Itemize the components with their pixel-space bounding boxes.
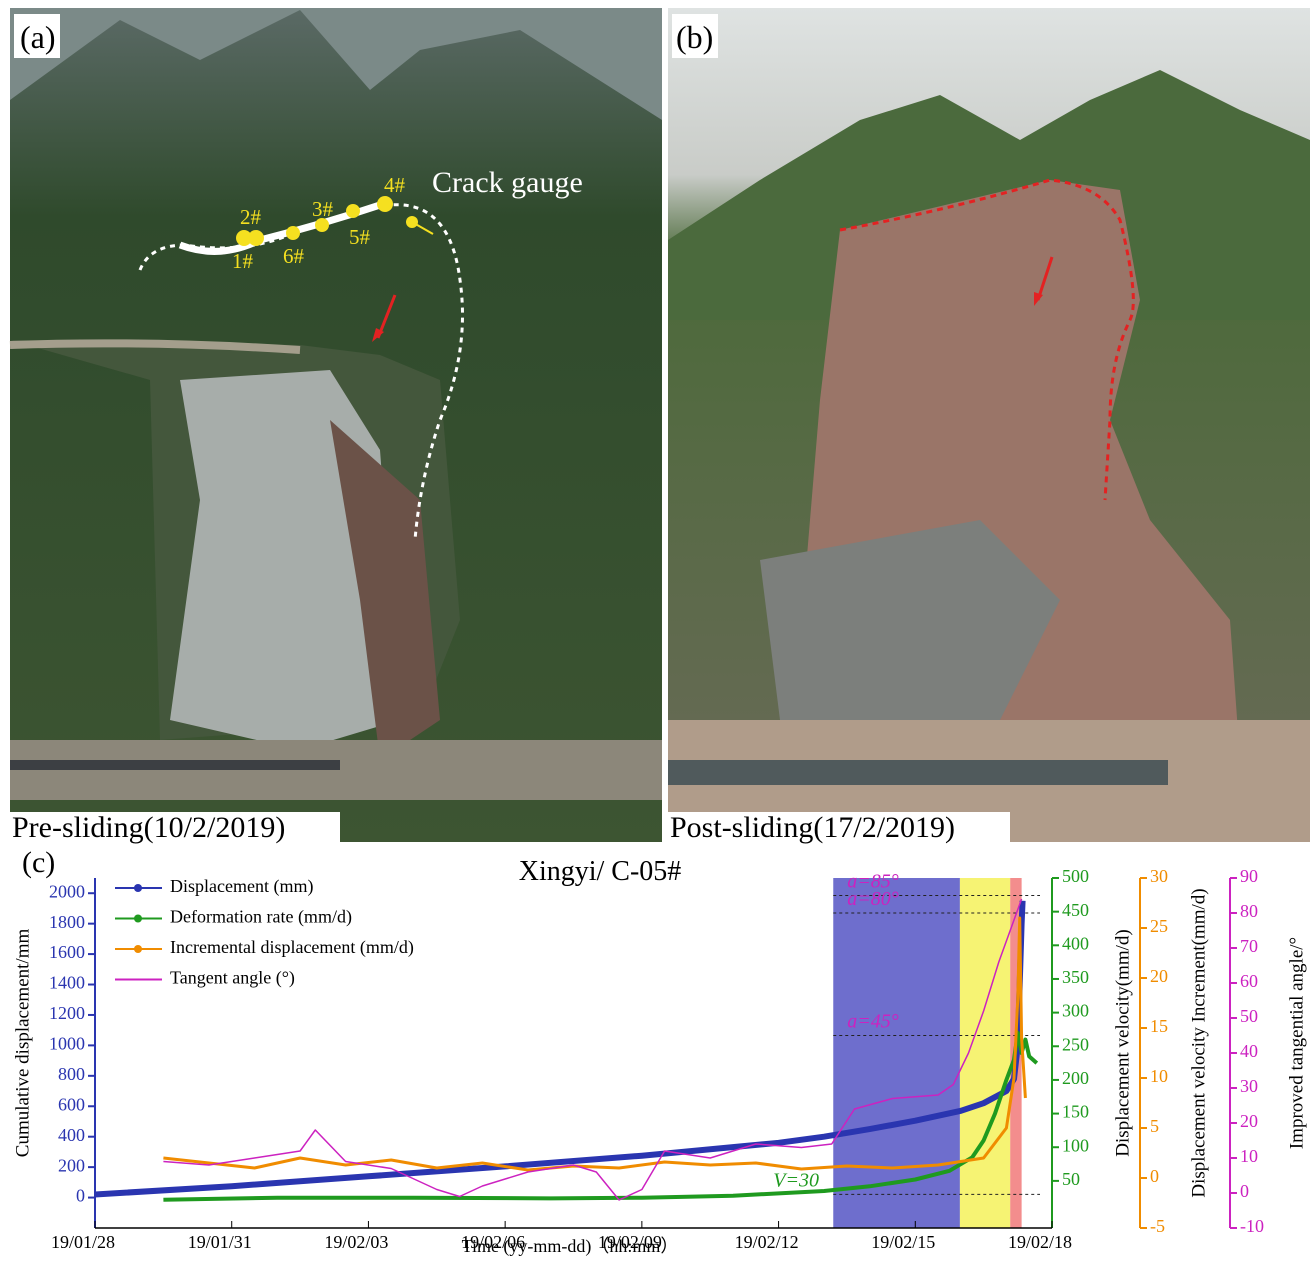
gauge-label: 6#: [283, 244, 305, 268]
highlight-region: [960, 878, 1010, 1228]
y-tick-label: -5: [1150, 1216, 1165, 1236]
y-tick-label: 1000: [49, 1034, 85, 1054]
y-tick-label: 200: [58, 1155, 85, 1175]
y-tick-label: 800: [58, 1064, 85, 1084]
legend-marker: [134, 945, 142, 953]
panel-label: (c): [22, 846, 55, 879]
y-tick-label: 600: [58, 1094, 85, 1114]
chart-title: Xingyi/ C-05#: [519, 856, 682, 887]
y-tick-label: 100: [1062, 1135, 1089, 1155]
x-tick-label: 19/02/12: [735, 1232, 799, 1252]
x-tick-label: 19/02/15: [871, 1232, 935, 1252]
y-tick-label: 2000: [49, 881, 85, 901]
reference-label: a=80°: [847, 888, 899, 910]
axis-title: Displacement velocity(mm/d): [1112, 929, 1133, 1156]
x-tick-label: 19/01/28: [51, 1232, 115, 1252]
legend-label: Tangent angle (°): [170, 968, 295, 989]
y-tick-label: 30: [1240, 1076, 1258, 1096]
y-tick-label: 0: [1150, 1166, 1159, 1186]
gauge-label: 1#: [232, 249, 254, 273]
y-tick-label: 250: [1062, 1034, 1089, 1054]
x-tick-label: 19/02/18: [1008, 1232, 1072, 1252]
y-tick-label: 1400: [49, 973, 85, 993]
y-tick-label: 0: [1240, 1181, 1249, 1201]
y-tick-label: 1200: [49, 1003, 85, 1023]
y-tick-label: 500: [1062, 866, 1089, 886]
y-tick-label: 50: [1062, 1169, 1080, 1189]
y-tick-label: 5: [1150, 1116, 1159, 1136]
y-tick-label: 60: [1240, 971, 1258, 991]
legend-label: Displacement (mm): [170, 876, 313, 897]
photo-b: [668, 8, 1310, 842]
y-tick-label: 10: [1240, 1146, 1258, 1166]
y-tick-label: -10: [1240, 1216, 1264, 1236]
y-tick-label: 400: [1062, 933, 1089, 953]
reference-label: V=30: [773, 1169, 819, 1191]
y-tick-label: 30: [1150, 866, 1168, 886]
y-tick-label: 25: [1150, 916, 1168, 936]
y-tick-label: 200: [1062, 1068, 1089, 1088]
y-tick-label: 20: [1150, 966, 1168, 986]
y-tick-label: 1800: [49, 912, 85, 932]
chart: 0200400600800100012001400160018002000Cum…: [12, 866, 1307, 1252]
y-tick-label: 0: [76, 1186, 85, 1206]
x-tick-label: 19/01/31: [188, 1232, 252, 1252]
axis-title: Displacement velocity Increment(mm/d): [1188, 888, 1209, 1197]
axis-title: Improved tangential angle/°: [1286, 937, 1307, 1149]
legend-label: Deformation rate (mm/d): [170, 907, 352, 928]
y-tick-label: 1600: [49, 942, 85, 962]
legend-marker: [134, 884, 142, 892]
gauge-label: 2#: [240, 205, 262, 229]
x-tick-label: 19/02/09: [598, 1232, 662, 1252]
gauge-label: 4#: [384, 173, 406, 197]
y-tick-label: 15: [1150, 1016, 1168, 1036]
y-tick-label: 20: [1240, 1111, 1258, 1131]
x-tick-label: 19/02/06: [461, 1232, 525, 1252]
legend-label: Incremental displacement (mm/d): [170, 937, 414, 958]
gauge-label: 3#: [312, 197, 334, 221]
caption: Pre-sliding(10/2/2019): [12, 811, 285, 844]
y-tick-label: 40: [1240, 1041, 1258, 1061]
y-tick-label: 350: [1062, 967, 1089, 987]
y-tick-label: 400: [58, 1125, 85, 1145]
gauge-label: 5#: [349, 225, 371, 249]
photo-a: [10, 8, 662, 842]
reference-label: a=45°: [847, 1011, 899, 1033]
y-tick-label: 70: [1240, 936, 1258, 956]
caption: Post-sliding(17/2/2019): [670, 811, 955, 844]
legend-marker: [134, 915, 142, 923]
annotation: Crack gauge: [432, 166, 583, 199]
y-tick-label: 10: [1150, 1066, 1168, 1086]
y-tick-label: 80: [1240, 901, 1258, 921]
y-tick-label: 150: [1062, 1102, 1089, 1122]
page: {"figure": { "panel_a": {"label": "(a)",…: [0, 0, 1312, 1265]
highlight-region: [833, 878, 960, 1228]
panel-label: (b): [676, 19, 713, 55]
panel-label: (a): [20, 19, 56, 55]
y-tick-label: 50: [1240, 1006, 1258, 1026]
figure: (a) Crack gauge 1# 2# 3# 4# 5# 6# Pre-sliding…: [0, 0, 1312, 1265]
y-tick-label: 450: [1062, 900, 1089, 920]
axis-title: Cumulative displacement/mm: [12, 929, 33, 1158]
y-tick-label: 90: [1240, 866, 1258, 886]
y-tick-label: 300: [1062, 1001, 1089, 1021]
x-tick-label: 19/02/03: [324, 1232, 388, 1252]
